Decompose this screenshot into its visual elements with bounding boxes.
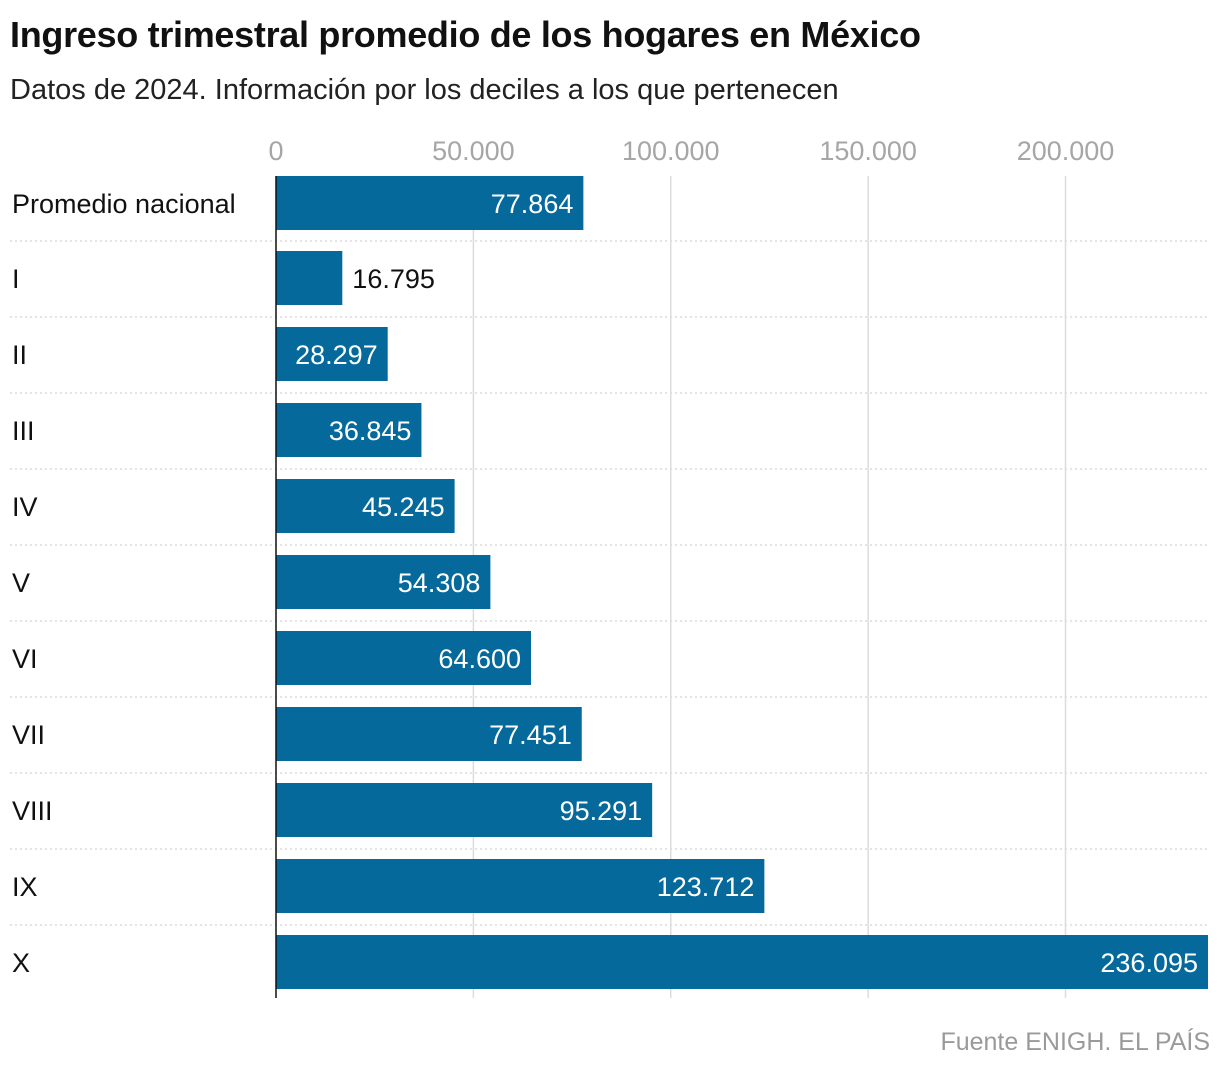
bar	[276, 707, 582, 761]
x-tick-label: 150.000	[819, 136, 917, 166]
category-label: V	[12, 568, 30, 598]
bar	[276, 935, 1208, 989]
value-labels: 77.864 16.795 28.297 36.845 45.245 54.308 64.6…	[295, 189, 1198, 978]
value-label: 77.451	[489, 720, 572, 750]
value-label: 77.864	[491, 189, 574, 219]
category-label: IX	[12, 872, 38, 902]
source-note: Fuente ENIGH. EL PAÍS	[940, 1028, 1210, 1056]
category-label: I	[12, 264, 20, 294]
bar	[276, 783, 653, 837]
chart-title: Ingreso trimestral promedio de los hogar…	[10, 14, 921, 55]
category-label: VIII	[12, 796, 53, 826]
value-label: 64.600	[438, 644, 521, 674]
x-axis-ticks: 0 50.000 100.000 150.000 200.000	[268, 136, 1114, 166]
category-label: II	[12, 340, 27, 370]
bar	[276, 631, 532, 685]
value-label: 28.297	[295, 340, 378, 370]
value-label: 16.795	[352, 264, 435, 294]
value-label: 45.245	[362, 492, 445, 522]
chart-subtitle: Datos de 2024. Información por los decil…	[10, 74, 839, 106]
value-label: 36.845	[329, 416, 412, 446]
value-label: 54.308	[398, 568, 481, 598]
category-label: IV	[12, 492, 38, 522]
bar	[276, 327, 388, 381]
value-label: 95.291	[560, 796, 643, 826]
value-label: 236.095	[1100, 948, 1198, 978]
value-label: 123.712	[657, 872, 755, 902]
bars	[276, 176, 1208, 989]
x-tick-label: 0	[268, 136, 283, 166]
bar	[276, 176, 584, 230]
bar	[276, 251, 343, 305]
bar	[276, 403, 422, 457]
category-label: III	[12, 416, 35, 446]
x-tick-label: 50.000	[432, 136, 515, 166]
category-label: VII	[12, 720, 45, 750]
bar	[276, 479, 455, 533]
category-label: VI	[12, 644, 38, 674]
category-label: X	[12, 948, 30, 978]
x-tick-label: 200.000	[1017, 136, 1115, 166]
bar	[276, 555, 491, 609]
x-tick-label: 100.000	[622, 136, 720, 166]
bar	[276, 859, 765, 913]
category-label: Promedio nacional	[12, 189, 236, 219]
